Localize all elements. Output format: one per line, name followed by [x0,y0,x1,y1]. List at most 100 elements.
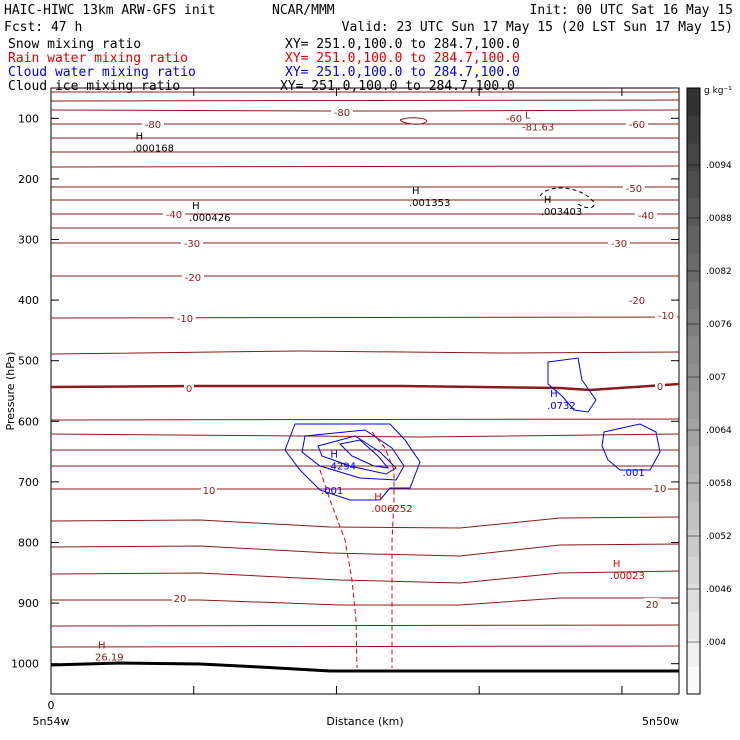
cloud-water-contour [601,423,661,471]
isotherm-line [50,516,680,529]
contour-label-bg [184,382,194,393]
isotherm-label: 20 [174,594,187,605]
terrain-surface [50,661,679,673]
isotherm-label: -80 [334,108,350,119]
contour-label-bg [172,592,188,603]
isotherm-label: -10 [658,311,674,322]
colorbar-swatch [687,391,700,420]
extremum-value: .00023 [610,571,645,582]
cloud-ice-contour [539,187,595,209]
extremum-kind: H [192,201,200,212]
colorbar-swatch [687,583,700,612]
rain-contour [319,469,358,669]
y-tick-label: 1000 [11,658,39,671]
header: HAIC-HIWC 13km ARW-GFS init NCAR/MMM Ini… [4,3,733,94]
colorbar-swatch [687,308,700,337]
colorbar-swatch [687,556,700,585]
colorbar-label: .0094 [706,161,732,171]
field-xy-snow: XY= 251.0,100.0 to 284.7,100.0 [285,37,520,52]
contour-label-bg [331,106,353,117]
extremum-marker: H.003403 [541,195,582,218]
extremum-value: .001 [622,468,644,479]
y-tick-label: 900 [18,597,39,610]
cloud-water-contours [284,357,661,501]
isotherm-line [399,117,427,125]
colorbar-swatch [687,611,700,640]
extremum-kind: H [544,195,552,206]
extremum-kind: H [98,641,106,652]
contour-label-bg [623,182,645,193]
isotherm-line [50,418,680,421]
colorbar-swatch [687,143,700,172]
colorbar-swatch [687,198,700,227]
isotherm-label: -40 [638,211,654,222]
isotherm-label: 0 [657,382,663,393]
isotherm-line [51,597,679,606]
colorbar-swatch [687,335,700,364]
init-time: Init: 00 UTC Sat 16 May 15 [530,3,734,18]
isotherm-label: 20 [646,600,659,611]
isotherm-zero [50,382,680,392]
x-axis-label: Distance (km) [326,715,403,728]
isotherm-line [50,109,680,112]
isotherm-line [50,165,680,168]
y-tick-label: 800 [18,537,39,550]
y-tick-label: 100 [18,112,39,125]
colorbar-swatch [687,115,700,144]
colorbar-frame [686,87,701,695]
isotherm-line [50,316,680,319]
contour-label-bg [163,208,185,219]
model-title: HAIC-HIWC 13km ARW-GFS init [4,3,215,18]
contour-label-bg [503,112,525,123]
field-name-cloud-water: Cloud water mixing ratio [8,65,196,80]
colorbar: .004 .0046 .0052 .0058 .0064 .007 .0076 .0082 .0… [686,87,732,695]
extremum-kind: H [412,186,420,197]
colorbar-label: .0058 [706,479,732,489]
extremum-marker: H.000168 [133,132,174,155]
colorbar-units: g kg⁻¹ [704,86,732,96]
contour-label-bg [644,598,660,609]
colorbar-swatch [687,225,700,254]
contour-label-bg [655,380,665,391]
y-axis-label: Pressure (hPa) [4,352,17,431]
extremum-kind: H [330,450,338,461]
extremum-marker: H.000426 [189,201,230,224]
isotherm-label: 0 [186,384,192,395]
colorbar-swatch [687,501,700,530]
temperature-contours [50,91,680,648]
y-tick-label: 200 [18,173,39,186]
extremum-value: .000168 [133,144,174,155]
rain-contours [319,431,395,669]
colorbar-swatch [687,363,700,392]
extremum-value: 26.19 [95,653,124,664]
isotherm-line [50,433,680,438]
colorbar-label: .0076 [706,320,732,330]
y-tick-label: 300 [18,234,39,247]
colorbar-swatch [687,418,700,447]
colorbar-label: .0088 [706,214,732,224]
isotherm-line [50,350,680,355]
extremum-marker: H.0732 [547,389,576,412]
isotherm-label: -20 [185,273,201,284]
x-origin-label: 0 [48,699,55,712]
isotherm-label: -30 [184,239,200,250]
contour-label-bg [182,271,204,282]
extremum-kind: L [525,110,531,121]
cloud-water-contour [301,429,405,481]
isotherm-label: -40 [166,210,182,221]
extremum-marker: H.00023 [610,559,645,582]
y-tick-label: 500 [18,355,39,368]
extremum-value: .000426 [189,213,230,224]
contour-label-bg [626,294,648,305]
isotherm-line [50,645,680,648]
cloud-water-contour [317,435,397,475]
colorbar-swatch [687,170,700,199]
field-xy-cloud-water: XY= 251.0,100.0 to 284.7,100.0 [285,65,520,80]
isotherm-label: -60 [629,120,645,131]
contour-label-bg [608,237,630,248]
contour-label-bg [142,118,164,129]
colorbar-swatch [687,280,700,309]
isotherm-line [50,99,680,102]
